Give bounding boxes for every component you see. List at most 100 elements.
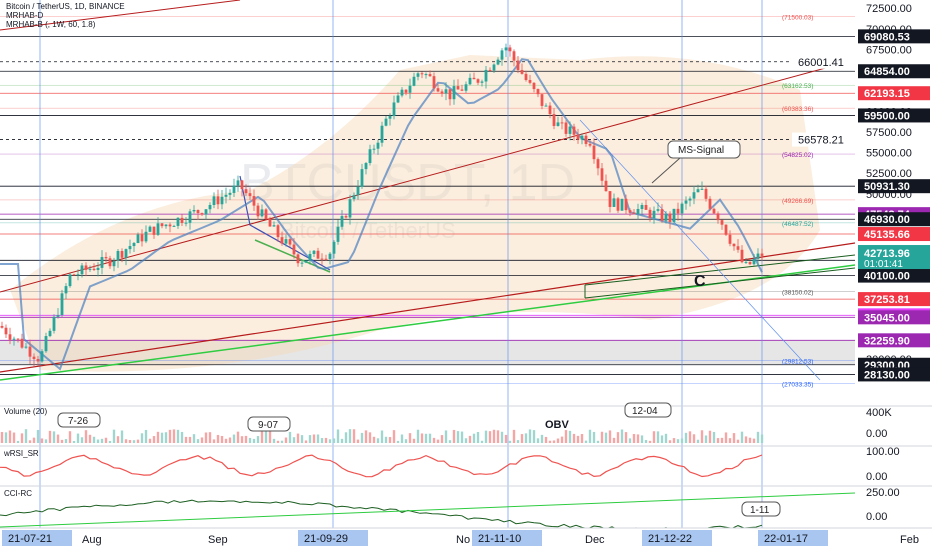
price-label-12: 37253.81 (864, 294, 910, 306)
volume-bar (36, 429, 40, 443)
volume-bar (52, 431, 56, 443)
candle-body (276, 225, 280, 238)
candle-body (536, 89, 540, 95)
price-label-11: 40100.00 (864, 271, 910, 283)
volume-bar (516, 440, 520, 443)
price-label-bg-11 (858, 268, 930, 283)
candle-body (544, 105, 548, 107)
ms-signal-callout[interactable]: MS-Signal (651, 140, 741, 184)
price-label-3: 62193.15 (864, 88, 910, 100)
x-highlight-2: 21-11-10 (478, 533, 521, 545)
volume-bar (692, 434, 696, 443)
candle-body (464, 84, 468, 91)
candle-body (64, 286, 68, 294)
candle-body (748, 261, 752, 265)
volume-bar (408, 433, 412, 443)
volume-bar (492, 429, 496, 443)
volume-bar (88, 434, 92, 443)
price-tick-0: 72500.00 (866, 3, 912, 15)
volume-bar (416, 429, 420, 443)
volume-bar (128, 440, 132, 443)
volume-bar (236, 431, 240, 443)
volume-bar (240, 436, 244, 443)
candle-body (720, 220, 724, 225)
price-label-bg-9 (858, 227, 930, 242)
volume-bar (304, 440, 308, 443)
candle-body (140, 234, 144, 242)
volume-bar (616, 432, 620, 443)
volume-bar (168, 429, 172, 443)
volume-bar (124, 439, 128, 443)
candle-body (8, 334, 12, 340)
price-label-bg-8 (858, 212, 930, 227)
x-highlight-0: 21-07-21 (8, 533, 52, 545)
candle-body (612, 198, 616, 207)
candle-body (80, 265, 84, 275)
callout-1-11[interactable]: 1-11 (741, 501, 781, 517)
candle-body (568, 126, 572, 134)
volume-bar (508, 440, 512, 443)
candle-body (364, 163, 368, 170)
x-tick-2: No (456, 534, 470, 546)
volume-bar (164, 432, 168, 443)
volume-bar (344, 432, 348, 443)
price-label-1: 66001.41 (798, 57, 844, 69)
volume-bar (284, 437, 288, 443)
candle-body (684, 200, 688, 204)
volume-bar (356, 439, 360, 443)
candle-body (580, 135, 584, 140)
candle-body (432, 76, 436, 89)
candle-body (620, 198, 624, 211)
volume-bar (488, 431, 492, 443)
price-tick-6: 57500.00 (866, 127, 912, 139)
volume-bar (708, 430, 712, 443)
volume-bar (144, 429, 148, 443)
volume-bar (8, 430, 12, 443)
candle-body (332, 241, 336, 254)
volume-bar (364, 430, 368, 443)
price-label-bg-17 (858, 367, 930, 382)
volume-bar (340, 438, 344, 443)
volume-bar (192, 434, 196, 443)
candle-body (516, 60, 520, 70)
candle-body (528, 79, 532, 83)
volume-bar (556, 438, 560, 443)
volume-bar (112, 429, 116, 443)
last-price-countdown: 01:01:41 (864, 259, 903, 270)
volume-bar (320, 438, 324, 443)
red-trend-bottom (0, 242, 856, 373)
callout-7-26[interactable]: 7-26 (57, 412, 101, 428)
candle-body (508, 47, 512, 52)
candle-body (152, 226, 156, 235)
candle-body (416, 73, 420, 77)
candle-body (676, 208, 680, 214)
callout-9-07-label: 9-07 (258, 420, 278, 431)
candle-body (92, 268, 96, 270)
candle-body (296, 254, 300, 264)
x-tick-0: Aug (82, 534, 102, 546)
callout-9-07[interactable]: 9-07 (247, 416, 291, 432)
volume-bar (760, 434, 764, 443)
volume-bar (388, 437, 392, 443)
candle-body (716, 213, 720, 221)
volume-bar (268, 431, 272, 443)
candle-body (124, 249, 128, 258)
volume-bar (288, 431, 292, 443)
volume-bar (228, 437, 232, 443)
volume-bar (28, 440, 32, 443)
candle-body (312, 250, 316, 254)
volume-bar (684, 432, 688, 443)
candle-body (28, 346, 32, 357)
candle-body (56, 314, 60, 317)
volume-bar (664, 433, 668, 443)
callout-12-04[interactable]: 12-04 (624, 402, 672, 418)
annotation-label-3: (54825.02) (782, 152, 813, 159)
price-label-bg-3 (858, 86, 930, 101)
volume-bar (68, 431, 72, 443)
watermark-name: Bitcoin / TetherUS (280, 218, 456, 243)
volume-bar (612, 437, 616, 443)
volume-bar (148, 438, 152, 443)
volume-bar (208, 432, 212, 443)
annotation-label-6: (38150.02) (782, 290, 813, 297)
candle-body (228, 192, 232, 195)
